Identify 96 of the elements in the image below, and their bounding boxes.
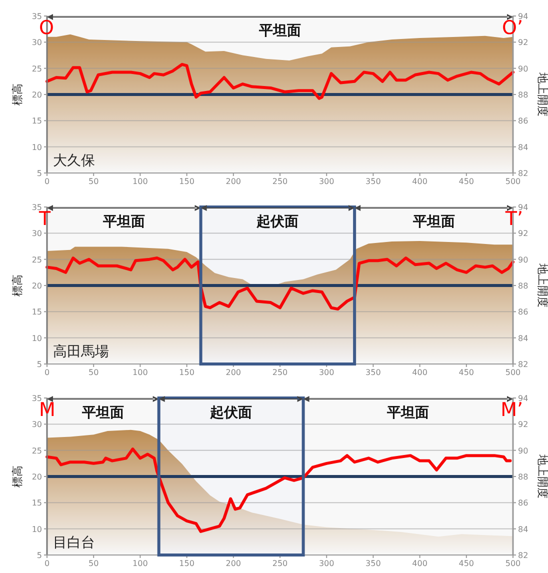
x-tick-label: 500	[505, 368, 521, 377]
y2-tick-label: 92	[518, 420, 528, 430]
x-tick-label: 150	[179, 368, 194, 377]
band-label: 起伏面	[209, 405, 252, 421]
y-tick-label: 25	[32, 64, 42, 74]
x-tick-label: 400	[412, 559, 428, 568]
y-tick-label: 5	[36, 360, 42, 369]
y2-tick-label: 88	[518, 282, 528, 290]
x-tick-label: 300	[318, 559, 334, 568]
line-series	[46, 448, 512, 533]
x-tick-label: 200	[226, 559, 242, 568]
y-tick-label: 15	[32, 116, 42, 126]
y2-tick-label: 94	[518, 12, 528, 21]
annotation: O	[39, 17, 54, 39]
x-tick-label: 300	[318, 177, 334, 186]
y-tick-label: 35	[32, 12, 42, 21]
y-tick-label: 25	[32, 446, 42, 456]
x-tick-label: 100	[132, 177, 148, 186]
x-tick-label: 250	[272, 177, 288, 186]
y-tick-label: 10	[32, 142, 42, 152]
y2-tick-label: 82	[518, 360, 528, 369]
y2-tick-label: 90	[518, 255, 528, 264]
y2-axis-title: 地上開度	[536, 72, 548, 116]
x-tick-label: 250	[272, 368, 288, 377]
y2-tick-label: 82	[518, 169, 528, 178]
y-axis-title: 標高	[11, 466, 24, 488]
y2-tick-label: 94	[518, 394, 528, 403]
y2-tick-label: 88	[518, 90, 528, 100]
y-tick-label: 5	[36, 551, 42, 560]
annotation: 目白台	[53, 535, 95, 551]
x-tick-label: 150	[179, 177, 194, 186]
y2-axis-title: 地上開度	[536, 454, 548, 498]
y-tick-label: 20	[32, 90, 42, 100]
y2-tick-label: 84	[518, 334, 528, 343]
band-label: 平坦面	[102, 214, 145, 230]
y2-axis-title: 地上開度	[536, 262, 548, 308]
x-tick-label: 100	[132, 559, 148, 568]
annotation: M	[39, 399, 56, 421]
x-tick-label: 50	[88, 559, 99, 568]
x-tick-label: 450	[458, 559, 474, 568]
y-tick-label: 15	[32, 498, 42, 508]
x-tick-label: 200	[226, 368, 242, 377]
y-tick-label: 30	[32, 420, 42, 430]
x-tick-label: 0	[44, 177, 50, 186]
x-tick-label: 350	[366, 368, 381, 377]
x-tick-label: 400	[412, 368, 428, 377]
y-tick-label: 35	[32, 203, 42, 212]
x-tick-label: 300	[318, 368, 334, 377]
y2-tick-label: 86	[518, 498, 528, 508]
y2-tick-label: 94	[518, 203, 528, 212]
line-series	[46, 62, 514, 100]
x-tick-label: 500	[505, 177, 521, 186]
y2-tick-label: 92	[518, 38, 528, 48]
y2-tick-label: 90	[518, 446, 528, 456]
y2-tick-label: 86	[518, 116, 528, 126]
y-tick-label: 10	[32, 334, 42, 343]
x-tick-label: 250	[272, 559, 288, 568]
y-tick-label: 20	[32, 282, 42, 290]
x-tick-label: 350	[366, 177, 381, 186]
line-series	[46, 256, 514, 311]
y-tick-label: 35	[32, 394, 42, 403]
y2-tick-label: 90	[518, 64, 528, 74]
x-tick-label: 50	[88, 368, 99, 377]
x-tick-label: 0	[44, 368, 50, 377]
x-tick-label: 0	[44, 559, 50, 568]
y-axis-title: 標高	[11, 274, 24, 296]
y2-tick-label: 88	[518, 472, 528, 482]
band-label: 平坦面	[412, 214, 455, 230]
x-tick-label: 150	[179, 559, 194, 568]
x-tick-label: 400	[412, 177, 428, 186]
annotation: 大久保	[53, 153, 95, 169]
x-tick-label: 450	[458, 177, 474, 186]
x-tick-label: 350	[366, 559, 381, 568]
y2-tick-label: 86	[518, 308, 528, 317]
y-tick-label: 10	[32, 524, 42, 534]
y-axis-title: 標高	[11, 84, 24, 106]
y2-tick-label: 92	[518, 229, 528, 238]
band-label: 平坦面	[80, 405, 124, 421]
y2-tick-label: 84	[518, 524, 528, 534]
y2-tick-label: 82	[518, 551, 528, 560]
y-tick-label: 5	[36, 169, 42, 178]
y-tick-label: 15	[32, 308, 42, 317]
y-tick-label: 30	[32, 38, 42, 48]
band-label: 平坦面	[258, 23, 301, 39]
y2-tick-label: 84	[518, 142, 528, 152]
x-tick-label: 50	[88, 177, 99, 186]
y-tick-label: 20	[32, 472, 42, 482]
annotation: 高田馬場	[53, 344, 109, 360]
band-label: 平坦面	[386, 405, 430, 421]
x-tick-label: 200	[226, 177, 242, 186]
y-tick-label: 30	[32, 229, 42, 238]
x-tick-label: 500	[505, 559, 521, 568]
x-tick-label: 450	[458, 368, 474, 377]
x-tick-label: 100	[132, 368, 148, 377]
y-tick-label: 25	[32, 255, 42, 264]
band-label: 起伏面	[256, 214, 299, 230]
